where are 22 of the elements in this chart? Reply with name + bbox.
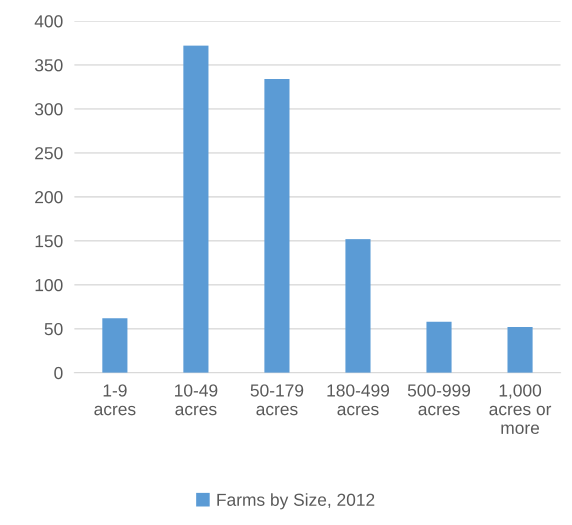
bar — [426, 322, 452, 373]
x-tick-label: 180-499 acres — [327, 384, 390, 416]
y-tick-label: 150 — [36, 235, 63, 248]
bar — [507, 327, 533, 373]
y-tick-label: 100 — [36, 278, 63, 292]
y-tick-label: 250 — [35, 147, 63, 160]
x-tick-label: 500-999 acres — [408, 384, 470, 416]
bar — [264, 79, 290, 373]
y-tick-label: 0 — [54, 366, 63, 380]
y-tick-label: 350 — [34, 59, 63, 72]
bar — [102, 318, 128, 373]
y-tick-label: 400 — [34, 15, 63, 28]
bar — [345, 239, 371, 373]
x-tick-label: 50-179 acres — [250, 384, 304, 416]
y-tick-label: 200 — [35, 191, 63, 204]
x-tick-label: 1,000 acres or more — [489, 384, 552, 434]
bar — [183, 46, 208, 373]
x-tick-label: 1-9 acres — [94, 384, 136, 416]
y-tick-label: 50 — [44, 322, 63, 336]
legend-label: Farms by Size, 2012 — [217, 493, 374, 510]
x-tick-label: 10-49 acres — [175, 384, 218, 416]
y-tick-label: 300 — [34, 103, 63, 116]
